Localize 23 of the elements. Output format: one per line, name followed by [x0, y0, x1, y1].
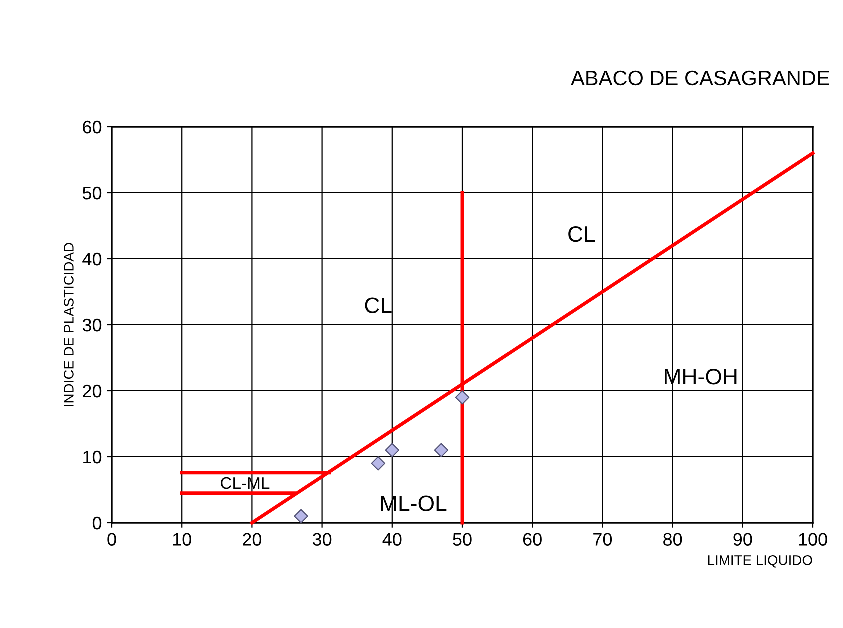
- annotation: CL: [568, 226, 596, 242]
- y-tick-label: 20: [83, 384, 102, 398]
- y-tick-label: 50: [82, 186, 102, 200]
- y-tick-label: 40: [82, 252, 102, 266]
- x-tick-label: 40: [382, 533, 402, 546]
- x-tick-label: 60: [523, 533, 542, 546]
- x-tick-label: 0: [108, 533, 116, 546]
- x-tick-label: 10: [173, 533, 192, 546]
- y-axis-title: INDICE DE PLASTICIDAD: [64, 243, 74, 406]
- x-axis-title: LIMITE LIQUIDO: [708, 555, 812, 568]
- chart-title: ABACO DE CASAGRANDE: [571, 70, 830, 86]
- x-tick-label: 50: [453, 533, 472, 546]
- y-tick-label: 0: [92, 516, 102, 530]
- y-tick-label: 30: [82, 318, 102, 332]
- y-tick-label: 10: [84, 450, 102, 464]
- y-tick-label: 60: [83, 120, 102, 134]
- x-tick-label: 30: [312, 533, 332, 546]
- x-tick-label: 70: [594, 533, 612, 546]
- x-tick-label: 100: [799, 533, 828, 546]
- annotation: CL: [365, 298, 392, 314]
- x-tick-label: 90: [734, 533, 752, 546]
- x-tick-label: 20: [243, 533, 262, 546]
- x-tick-label: 80: [664, 533, 682, 546]
